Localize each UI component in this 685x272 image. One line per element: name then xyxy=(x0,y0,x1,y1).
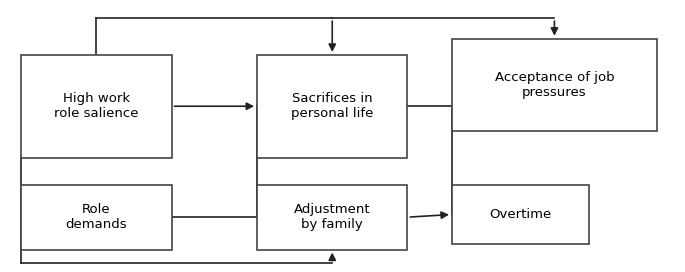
FancyBboxPatch shape xyxy=(21,185,172,250)
Text: Overtime: Overtime xyxy=(489,208,551,221)
Text: Acceptance of job
pressures: Acceptance of job pressures xyxy=(495,70,614,98)
FancyBboxPatch shape xyxy=(257,55,408,158)
FancyBboxPatch shape xyxy=(452,39,657,131)
Text: High work
role salience: High work role salience xyxy=(54,92,138,120)
Text: Adjustment
by family: Adjustment by family xyxy=(294,203,371,231)
Text: Role
demands: Role demands xyxy=(66,203,127,231)
FancyBboxPatch shape xyxy=(257,185,408,250)
Text: Sacrifices in
personal life: Sacrifices in personal life xyxy=(291,92,373,120)
FancyBboxPatch shape xyxy=(452,185,588,244)
FancyBboxPatch shape xyxy=(21,55,172,158)
